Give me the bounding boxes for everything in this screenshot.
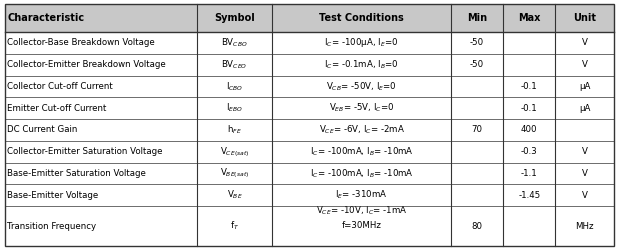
Text: V$_{CE}$= -10V, I$_C$= -1mA
f=30MHz: V$_{CE}$= -10V, I$_C$= -1mA f=30MHz: [316, 205, 407, 230]
Text: I$_C$= -0.1mA, I$_B$=0: I$_C$= -0.1mA, I$_B$=0: [324, 58, 399, 71]
Text: I$_C$= -100μA, I$_E$=0: I$_C$= -100μA, I$_E$=0: [325, 36, 399, 50]
Text: V$_{EB}$= -5V, I$_C$=0: V$_{EB}$= -5V, I$_C$=0: [329, 102, 394, 115]
Text: Base-Emitter Saturation Voltage: Base-Emitter Saturation Voltage: [7, 169, 146, 178]
Text: Max: Max: [518, 13, 540, 23]
Text: 400: 400: [521, 126, 537, 134]
Text: -50: -50: [470, 60, 484, 69]
Text: -1.1: -1.1: [521, 169, 537, 178]
Text: I$_{CBO}$: I$_{CBO}$: [226, 80, 243, 93]
Text: V$_{BE(sat)}$: V$_{BE(sat)}$: [220, 166, 249, 180]
Text: V: V: [582, 38, 587, 48]
Text: μA: μA: [579, 104, 590, 113]
Text: MHz: MHz: [576, 222, 594, 231]
Text: Collector Cut-off Current: Collector Cut-off Current: [7, 82, 113, 91]
Text: Symbol: Symbol: [214, 13, 255, 23]
Text: Collector-Emitter Breakdown Voltage: Collector-Emitter Breakdown Voltage: [7, 60, 166, 69]
Text: -1.45: -1.45: [518, 191, 540, 200]
Bar: [5, 206, 614, 246]
Text: BV$_{CBO}$: BV$_{CBO}$: [221, 37, 248, 49]
Bar: [5, 4, 614, 32]
Text: -0.1: -0.1: [521, 104, 537, 113]
Text: V: V: [582, 191, 587, 200]
Text: 70: 70: [471, 126, 482, 134]
Bar: [5, 119, 614, 141]
Text: Test Conditions: Test Conditions: [319, 13, 404, 23]
Bar: [5, 76, 614, 97]
Text: Base-Emitter Voltage: Base-Emitter Voltage: [7, 191, 99, 200]
Text: BV$_{CEO}$: BV$_{CEO}$: [222, 58, 248, 71]
Text: V$_{CE}$= -6V, I$_C$= -2mA: V$_{CE}$= -6V, I$_C$= -2mA: [318, 124, 405, 136]
Text: V$_{CB}$= -50V, I$_E$=0: V$_{CB}$= -50V, I$_E$=0: [326, 80, 397, 93]
Text: Transition Frequency: Transition Frequency: [7, 222, 96, 231]
Text: Characteristic: Characteristic: [7, 13, 85, 23]
Text: h$_{FE}$: h$_{FE}$: [227, 124, 242, 136]
Text: I$_C$= -100mA, I$_B$= -10mA: I$_C$= -100mA, I$_B$= -10mA: [310, 146, 413, 158]
Text: f$_T$: f$_T$: [230, 220, 239, 232]
Text: I$_{EBO}$: I$_{EBO}$: [226, 102, 243, 115]
Text: -0.3: -0.3: [521, 147, 537, 156]
Text: V$_{CE(sat)}$: V$_{CE(sat)}$: [220, 145, 249, 158]
Text: 80: 80: [471, 222, 482, 231]
Text: -50: -50: [470, 38, 484, 48]
Text: Emitter Cut-off Current: Emitter Cut-off Current: [7, 104, 107, 113]
Text: V$_{BE}$: V$_{BE}$: [226, 189, 242, 202]
Bar: [5, 32, 614, 54]
Text: V: V: [582, 147, 587, 156]
Text: V: V: [582, 169, 587, 178]
Bar: [5, 162, 614, 184]
Text: I$_E$= -310mA: I$_E$= -310mA: [335, 189, 387, 202]
Text: Collector-Base Breakdown Voltage: Collector-Base Breakdown Voltage: [7, 38, 155, 48]
Text: Min: Min: [467, 13, 487, 23]
Bar: [5, 141, 614, 163]
Text: -0.1: -0.1: [521, 82, 537, 91]
Text: DC Current Gain: DC Current Gain: [7, 126, 78, 134]
Bar: [5, 97, 614, 119]
Text: Unit: Unit: [573, 13, 596, 23]
Text: μA: μA: [579, 82, 590, 91]
Text: Collector-Emitter Saturation Voltage: Collector-Emitter Saturation Voltage: [7, 147, 163, 156]
Bar: [5, 54, 614, 76]
Text: I$_C$= -100mA, I$_B$= -10mA: I$_C$= -100mA, I$_B$= -10mA: [310, 167, 413, 180]
Text: V: V: [582, 60, 587, 69]
Bar: [5, 184, 614, 206]
